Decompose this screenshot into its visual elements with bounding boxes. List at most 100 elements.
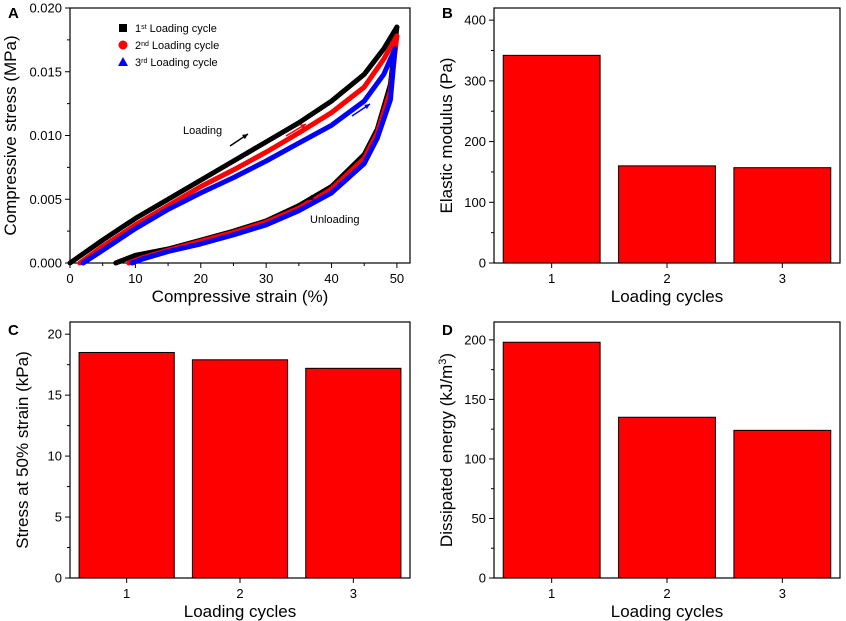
series-loading-point — [375, 55, 380, 60]
y-tick-label: 0.020 — [29, 1, 62, 16]
legend-label: 3rd Loading cycle — [135, 57, 218, 69]
x-tick-label: 1 — [548, 271, 555, 286]
series-loading-point — [345, 85, 351, 90]
bar-cycle-2 — [618, 165, 716, 264]
panel-letter: D — [442, 322, 453, 339]
arrow-loading-blue-head — [364, 104, 370, 110]
series-unloading-point — [129, 260, 135, 266]
x-axis-title: Loading cycles — [184, 602, 296, 621]
series-unloading-curve — [126, 33, 400, 266]
x-tick-label: 2 — [663, 271, 670, 286]
series-unloading-point — [148, 254, 153, 259]
legend-ordinal-suffix: rd — [141, 58, 147, 65]
series-loading-point — [80, 260, 86, 266]
x-tick-label: 2 — [663, 586, 670, 601]
series-unloading-point — [388, 89, 394, 94]
series-loading-point — [122, 233, 127, 238]
series-loading-point — [329, 98, 334, 104]
arrow-loading-red-head — [300, 124, 306, 130]
series-loading-point — [187, 196, 193, 201]
series-unloading-point — [381, 116, 386, 122]
series-unloading-point — [247, 227, 252, 232]
y-tick-label: 200 — [464, 134, 486, 149]
y-axis-title-end: ) — [437, 353, 456, 359]
series-loading-point — [329, 123, 334, 128]
series-loading-point — [214, 176, 220, 181]
series-loading-point — [362, 98, 367, 104]
series-loading-point — [345, 97, 351, 103]
series-loading-point — [253, 146, 258, 151]
series-unloading-point — [198, 241, 203, 247]
y-axis-title-superscript: 3 — [437, 359, 449, 365]
legend-ordinal: 2 — [135, 40, 141, 52]
series-loading-point — [296, 140, 301, 146]
series-loading-point — [84, 258, 89, 264]
series-loading-point — [155, 203, 160, 208]
series-loading-point — [386, 39, 391, 44]
series-loading-point — [291, 133, 296, 139]
y-tick-label: 0.010 — [29, 128, 62, 143]
series-loading-point — [269, 136, 274, 141]
series-unloading-point — [394, 24, 400, 30]
y-tick-label: 0 — [479, 571, 486, 586]
series-loading-point — [334, 119, 340, 124]
series-loading-point — [280, 149, 285, 155]
series-unloading-point — [364, 157, 369, 162]
series-loading-point — [204, 188, 209, 193]
series-unloading-point — [370, 144, 376, 149]
series-loading-point — [258, 152, 263, 158]
series-loading-point — [247, 149, 252, 154]
series-loading-point — [209, 178, 214, 184]
x-tick-label: 20 — [194, 271, 208, 286]
x-axis-title: Compressive strain (%) — [152, 287, 329, 306]
series-loading-point — [269, 155, 274, 161]
series-unloading-point — [291, 210, 296, 216]
series-unloading-point — [129, 254, 135, 259]
series-loading-point — [94, 252, 99, 257]
y-tick-label: 0.005 — [29, 192, 62, 207]
series-loading-point — [87, 256, 92, 261]
series-loading-point — [351, 81, 356, 86]
panel-letter: B — [442, 5, 453, 22]
series-loading-point — [105, 234, 111, 239]
series-unloading-point — [214, 237, 220, 242]
series-loading-point — [133, 226, 138, 231]
series-loading-point — [323, 126, 329, 131]
bar-cycle-3 — [305, 367, 402, 579]
series-loading-point — [198, 190, 203, 196]
series-loading-point — [236, 172, 242, 177]
series-unloading-point — [377, 129, 382, 134]
series-loading-point — [381, 56, 386, 62]
series-loading-point — [329, 110, 334, 115]
series-loading-point — [371, 85, 377, 90]
x-axis-title: Loading cycles — [611, 287, 723, 306]
series-loading-point — [204, 181, 209, 186]
series-loading-point — [182, 193, 187, 199]
series-loading-point — [198, 177, 203, 183]
panel-d-bar-chart: 0 50 100 150 200 1 2 3 Loading cycles Dissipated … — [437, 321, 841, 621]
series-loading-point — [323, 113, 329, 119]
arrow-loading-black-head — [242, 134, 248, 140]
y-axis-title: Stress at 50% strain (kPa) — [13, 351, 32, 548]
series-unloading-point — [280, 215, 285, 220]
series-loading-point — [165, 197, 171, 202]
series-unloading-point — [394, 33, 400, 39]
x-tick-label: 3 — [350, 586, 357, 601]
series-loading-point — [365, 80, 370, 85]
series-loading-point — [274, 143, 280, 148]
y-tick-label: 5 — [55, 510, 62, 525]
series-loading-point — [122, 223, 127, 228]
panel-a-line-chart: 0.000 0.005 0.010 0.015 0.020 0 10 20 30 40 50 Comp… — [1, 1, 411, 306]
series-unloading-point — [204, 240, 209, 245]
series-loading-point — [269, 146, 274, 152]
series-loading-point — [285, 146, 291, 152]
series-loading-point — [231, 175, 236, 180]
series-loading-point — [368, 89, 373, 95]
series-unloading-point — [383, 110, 389, 115]
series-unloading-point — [345, 176, 351, 181]
y-tick-label: 100 — [464, 451, 486, 466]
series-loading-point — [378, 76, 383, 82]
series-loading-point — [368, 75, 373, 80]
series-cycle-1 — [67, 24, 400, 266]
series-cycle-3 — [80, 46, 398, 266]
